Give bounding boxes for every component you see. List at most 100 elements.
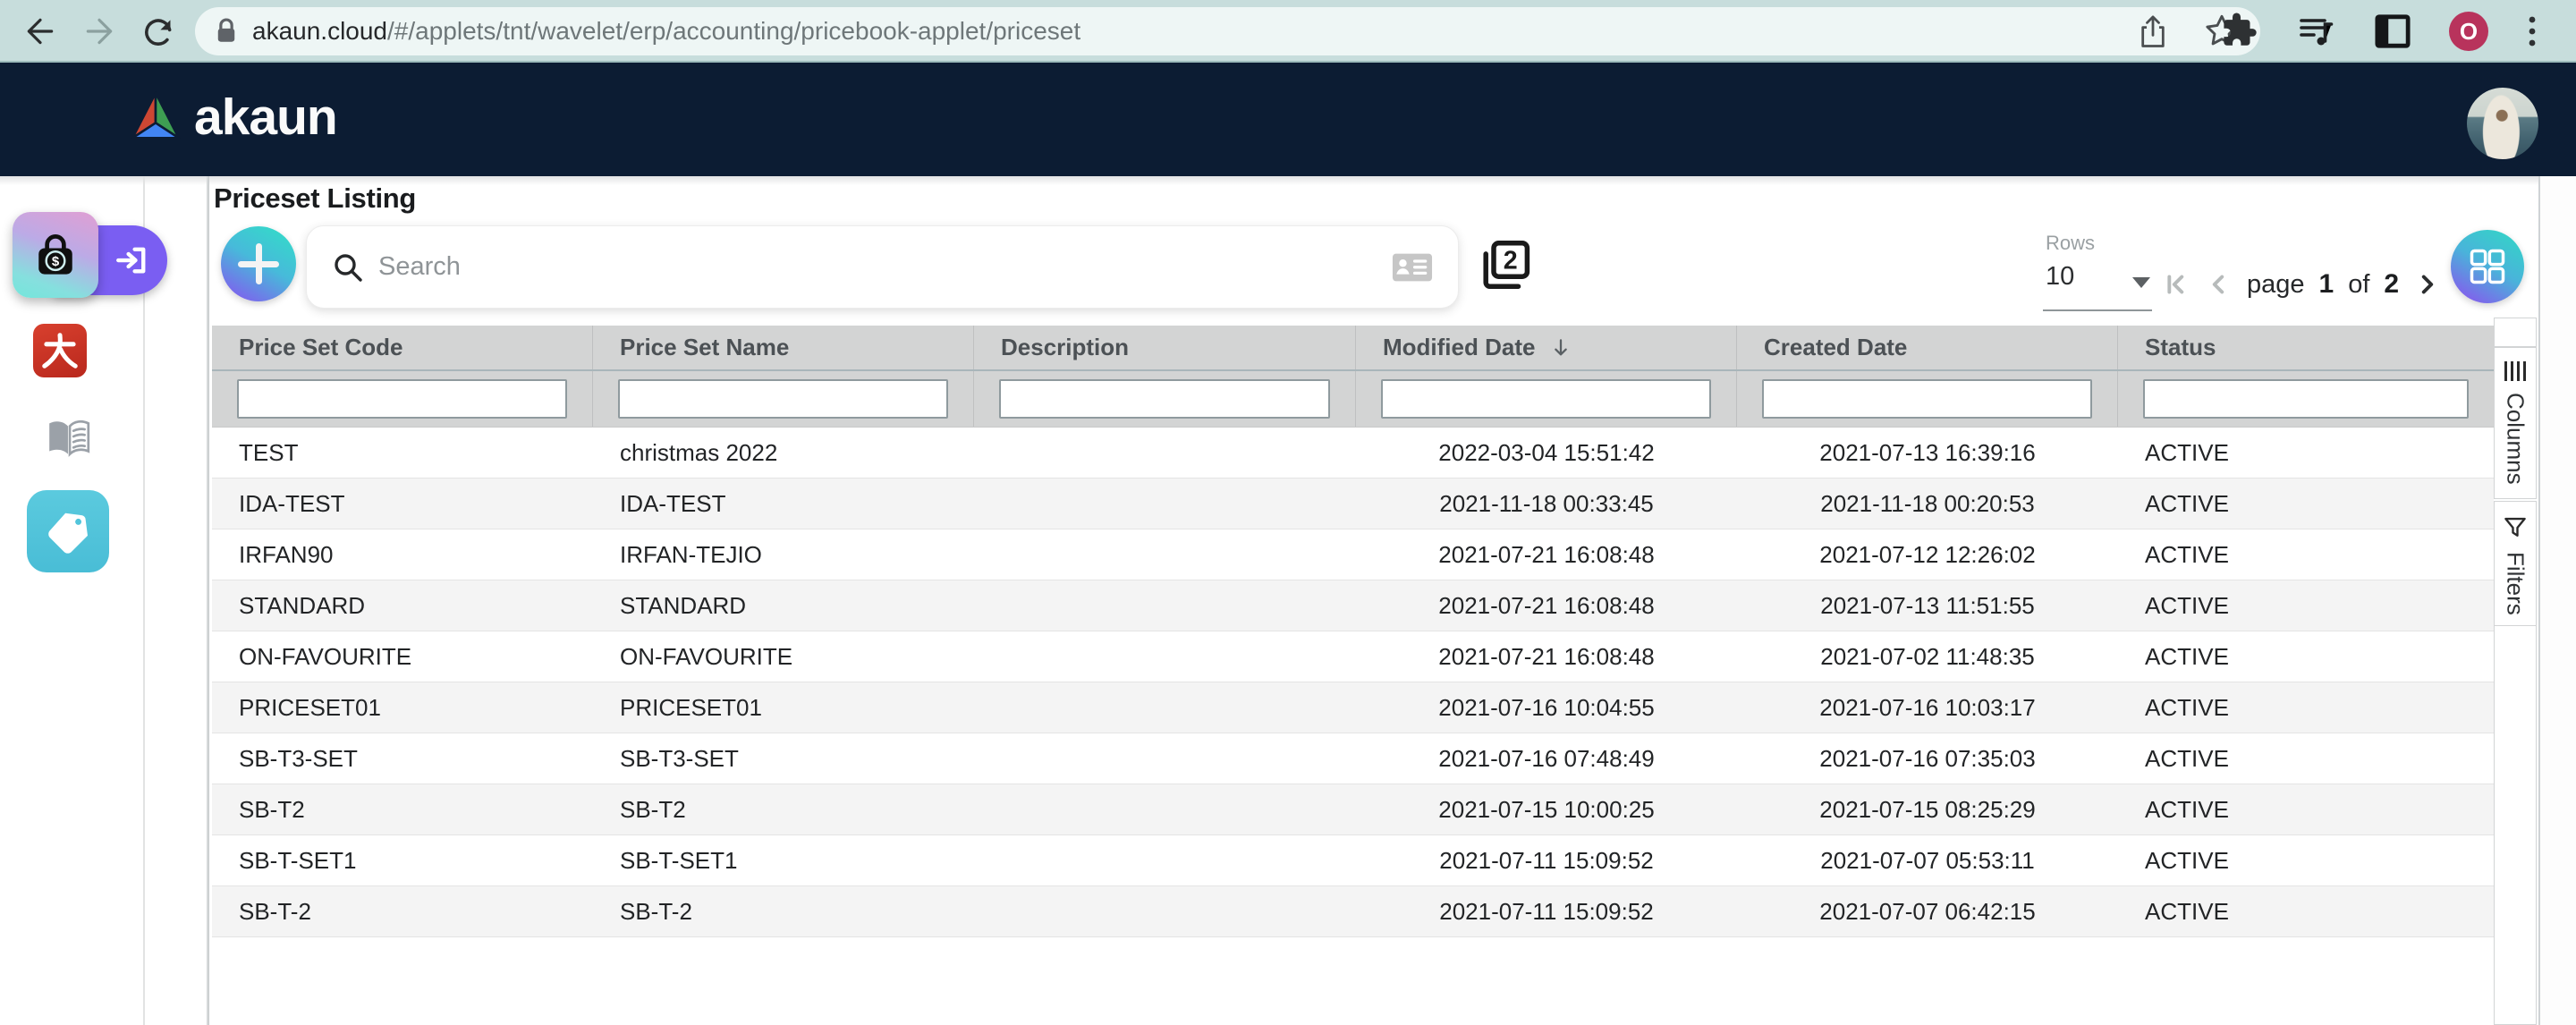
cell-name: christmas 2022 bbox=[620, 438, 778, 466]
filter-input-created[interactable] bbox=[1762, 379, 2092, 419]
prev-page-icon[interactable] bbox=[2203, 269, 2233, 300]
filter-cell-status bbox=[2118, 371, 2494, 427]
cell-status: ACTIVE bbox=[2145, 897, 2229, 925]
akaun-logo[interactable]: akaun bbox=[128, 89, 338, 145]
cell-code: IDA-TEST bbox=[239, 489, 345, 517]
cell-description bbox=[974, 631, 1356, 682]
cell-name: IDA-TEST bbox=[620, 489, 726, 517]
column-header-label: Created Date bbox=[1764, 334, 1908, 360]
cell-description bbox=[974, 784, 1356, 834]
sidebar-item-pricebook-applet[interactable]: $ bbox=[13, 212, 98, 298]
table-row[interactable]: SB-T3-SET SB-T3-SET 2021-07-16 07:48:49 202… bbox=[212, 733, 2494, 784]
search-icon bbox=[335, 253, 362, 282]
table-row[interactable]: SB-T-2 SB-T-2 2021-07-11 15:09:52 2021-07-0… bbox=[212, 886, 2494, 937]
cell-name: ON-FAVOURITE bbox=[620, 642, 793, 670]
cell-modified: 2021-07-21 16:08:48 bbox=[1438, 642, 1655, 670]
filter-input-modified[interactable] bbox=[1381, 379, 1711, 419]
sort-desc-icon bbox=[1555, 338, 1568, 356]
cell-name: SB-T2 bbox=[620, 795, 686, 823]
url-path: /#/applets/tnt/wavelet/erp/accounting/pr… bbox=[387, 17, 1081, 45]
content-area: $ Priceset Listing bbox=[0, 176, 2576, 1025]
user-avatar[interactable] bbox=[2467, 88, 2538, 159]
cell-modified: 2021-07-11 15:09:52 bbox=[1439, 846, 1654, 874]
cell-description bbox=[974, 682, 1356, 733]
columns-tab[interactable]: Columns bbox=[2494, 347, 2537, 499]
sidebar-item-book-icon[interactable] bbox=[45, 418, 93, 459]
dropdown-caret-icon[interactable] bbox=[2132, 277, 2150, 288]
cell-modified: 2021-07-21 16:08:48 bbox=[1438, 540, 1655, 568]
cell-description bbox=[974, 835, 1356, 885]
filter-input-code[interactable] bbox=[237, 379, 567, 419]
kebab-menu-icon[interactable] bbox=[2526, 13, 2538, 49]
search-input[interactable] bbox=[377, 251, 1392, 283]
filters-tab[interactable]: Filters bbox=[2494, 501, 2537, 626]
cell-code: ON-FAVOURITE bbox=[239, 642, 412, 670]
cell-name: SB-T-2 bbox=[620, 897, 692, 925]
filter-input-description[interactable] bbox=[999, 379, 1330, 419]
browser-profile-avatar[interactable]: O bbox=[2449, 12, 2488, 51]
cell-status: ACTIVE bbox=[2145, 846, 2229, 874]
reload-icon[interactable] bbox=[141, 14, 175, 48]
filters-tab-label: Filters bbox=[2502, 552, 2529, 615]
grid-view-button[interactable] bbox=[2451, 230, 2524, 303]
cell-code: SB-T3-SET bbox=[239, 744, 358, 772]
column-header-modified[interactable]: Modified Date bbox=[1356, 326, 1737, 369]
table-row[interactable]: SB-T2 SB-T2 2021-07-15 10:00:25 2021-07-15 … bbox=[212, 784, 2494, 835]
cell-status: ACTIVE bbox=[2145, 489, 2229, 517]
lock-icon bbox=[217, 18, 235, 42]
rows-per-page-select[interactable]: 10 bbox=[2046, 262, 2075, 291]
share-icon[interactable] bbox=[2137, 13, 2169, 49]
login-arrow-icon bbox=[116, 247, 146, 274]
next-page-icon[interactable] bbox=[2412, 269, 2443, 300]
filter-input-status[interactable] bbox=[2143, 379, 2469, 419]
playlist-music-icon[interactable] bbox=[2297, 13, 2336, 50]
address-bar[interactable]: akaun.cloud/#/applets/tnt/wavelet/erp/ac… bbox=[195, 7, 2260, 55]
sidebar-item-pricetag-applet[interactable] bbox=[27, 490, 109, 572]
table-row[interactable]: PRICESET01 PRICESET01 2021-07-16 10:04:55 2… bbox=[212, 682, 2494, 733]
rail-filler bbox=[2494, 626, 2537, 1025]
page-scrollbar-track[interactable] bbox=[2538, 176, 2576, 1025]
cell-description bbox=[974, 733, 1356, 784]
page-label: page bbox=[2247, 269, 2305, 299]
table-row[interactable]: STANDARD STANDARD 2021-07-21 16:08:48 2021-… bbox=[212, 580, 2494, 631]
cell-created: 2021-07-07 06:42:15 bbox=[1819, 897, 2036, 925]
column-header-label: Status bbox=[2145, 334, 2216, 360]
table-row[interactable]: SB-T-SET1 SB-T-SET1 2021-07-11 15:09:52 202… bbox=[212, 835, 2494, 886]
search-bar bbox=[306, 225, 1459, 309]
table-row[interactable]: IDA-TEST IDA-TEST 2021-11-18 00:33:45 2021-… bbox=[212, 479, 2494, 529]
cell-created: 2021-11-18 00:20:53 bbox=[1820, 489, 2035, 517]
extensions-puzzle-icon[interactable] bbox=[2222, 13, 2259, 50]
sidebar-item-dai-applet[interactable] bbox=[33, 324, 87, 377]
filter-input-name[interactable] bbox=[618, 379, 948, 419]
of-label: of bbox=[2348, 269, 2370, 299]
filter-cell-created bbox=[1737, 371, 2118, 427]
cell-description bbox=[974, 529, 1356, 580]
column-header-status[interactable]: Status bbox=[2118, 326, 2494, 369]
table-header-row: Price Set Code Price Set Name Description M… bbox=[212, 326, 2494, 369]
column-header-description[interactable]: Description bbox=[974, 326, 1356, 369]
column-header-created[interactable]: Created Date bbox=[1737, 326, 2118, 369]
side-panel-icon[interactable] bbox=[2374, 13, 2411, 49]
duplicate-pages-icon[interactable]: 2 bbox=[1474, 235, 1533, 294]
column-header-label: Price Set Name bbox=[620, 334, 790, 360]
table-row[interactable]: TEST christmas 2022 2022-03-04 15:51:42 202… bbox=[212, 428, 2494, 479]
back-icon[interactable] bbox=[23, 14, 57, 48]
filter-cell-description bbox=[974, 371, 1356, 427]
column-header-label: Modified Date bbox=[1383, 334, 1536, 360]
cell-status: ACTIVE bbox=[2145, 642, 2229, 670]
cell-modified: 2021-07-11 15:09:52 bbox=[1439, 897, 1654, 925]
column-header-code[interactable]: Price Set Code bbox=[212, 326, 593, 369]
app-header: akaun bbox=[0, 63, 2576, 176]
rail-spacer bbox=[2494, 318, 2537, 347]
dai-character-icon bbox=[42, 333, 78, 368]
table-row[interactable]: ON-FAVOURITE ON-FAVOURITE 2021-07-21 16:08… bbox=[212, 631, 2494, 682]
content-left-border bbox=[207, 176, 209, 1025]
table-row[interactable]: IRFAN90 IRFAN-TEJIO 2021-07-21 16:08:48 202… bbox=[212, 529, 2494, 580]
contact-card-icon[interactable] bbox=[1392, 251, 1433, 284]
first-page-icon[interactable] bbox=[2160, 269, 2190, 300]
add-priceset-button[interactable] bbox=[221, 226, 296, 301]
column-header-name[interactable]: Price Set Name bbox=[593, 326, 974, 369]
forward-icon[interactable] bbox=[82, 14, 116, 48]
cell-modified: 2021-11-18 00:33:45 bbox=[1439, 489, 1654, 517]
